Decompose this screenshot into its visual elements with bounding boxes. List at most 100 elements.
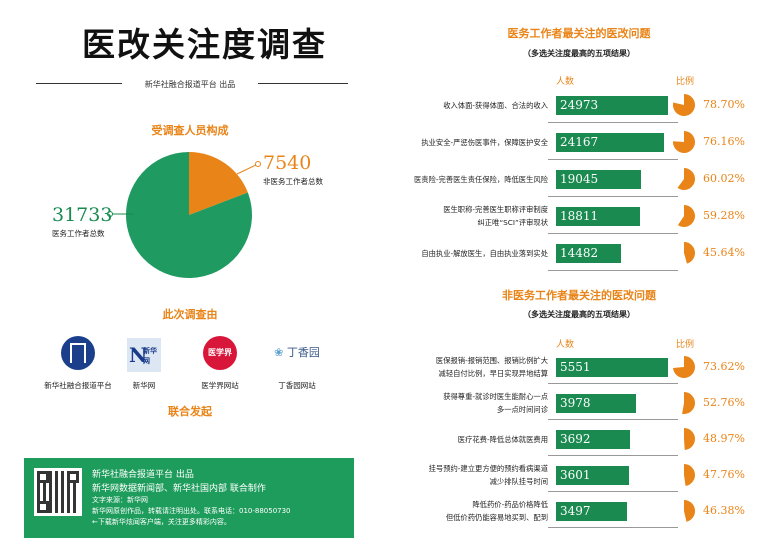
nonmedical-row-separator: [548, 527, 678, 528]
nonmedical-row-label-line: 挂号预约-建立更方便的预约看病渠道: [428, 464, 548, 473]
medical-percent-label: 78.70%: [703, 98, 745, 111]
logo-label: 丁香园网站: [278, 381, 316, 390]
nonmedical-percent-pie: [684, 428, 695, 450]
medical-row-label-line: 医责险-完善医生责任保险，降低医生风险: [414, 175, 548, 184]
logo-yixuejie[interactable]: 医学界 医学界网站: [190, 336, 250, 391]
dingxiangyuan-logo-mark: ❀: [274, 346, 284, 359]
nonmedical-bar: 3601: [556, 466, 629, 485]
dingxiangyuan-logo-text: 丁香园: [286, 346, 320, 359]
qr-finder-tr: [67, 471, 79, 483]
nonmedical-row-label: 医保报销-报销范围、报销比例扩大 减轻自付比例，早日实现异地结算: [390, 354, 548, 380]
dingxiangyuan-logo-icon: ❀ 丁香园: [265, 336, 329, 370]
nonmedical-row-separator: [548, 455, 678, 456]
yixuejie-logo-icon: 医学界: [203, 336, 237, 370]
nonmedical-bar: 3497: [556, 502, 627, 521]
nonmedical-row-label-line: 减轻自付比例，早日实现异地结算: [438, 369, 548, 378]
nonmedical-percent-pie-slice: [682, 392, 695, 414]
xinhuanet-logo-n: N: [129, 343, 148, 367]
logo-dingxiangyuan[interactable]: ❀ 丁香园 丁香园网站: [262, 336, 332, 391]
medical-row-label-line: 收入体面-获得体面、合法的收入: [443, 101, 548, 110]
pie-label-medical: 医务工作者总数: [52, 229, 105, 238]
medical-percent-pie: [673, 131, 695, 153]
footer-line-4: 新华网原创作品，转载请注明出处。联系电话：010-88050730: [92, 507, 291, 515]
logo-label: 新华社融合报道平台: [44, 381, 112, 390]
producer-line: 新华社融合报道平台 出品: [144, 80, 236, 89]
medical-row-label: 执业安全-严惩伤医事件，保障医护安全: [390, 136, 548, 149]
joint-label: 联合发起: [168, 405, 212, 418]
nonmedical-row-separator: [548, 383, 678, 384]
nonmedical-percent-label: 47.76%: [703, 468, 745, 481]
nonmedical-row-separator: [548, 491, 678, 492]
medical-percent-label: 59.28%: [703, 209, 745, 222]
medical-row-label: 自由执业-解放医生，自由执业落到实处: [390, 247, 548, 260]
medical-percent-pie: [684, 242, 695, 264]
medical-bar: 14482: [556, 244, 621, 263]
medical-row-separator: [548, 233, 678, 234]
medical-percent-pie-slice: [684, 242, 695, 264]
medical-row-label: 医责险-完善医生责任保险，降低医生风险: [390, 173, 548, 186]
logo-xinhuanet[interactable]: N 新华网 新华网: [118, 338, 170, 391]
qr-code-pattern: [37, 471, 79, 513]
medical-bar: 18811: [556, 207, 640, 226]
nonmedical-ratio-header: 比例: [676, 340, 695, 350]
medical-ratio-header: 比例: [676, 77, 695, 87]
medical-row-label-line: 医生职称-完善医生职称评审制度: [443, 205, 548, 214]
qr-finder-bl: [37, 501, 49, 513]
nonmedical-row-label-line: 医疗花费-降低总体就医费用: [457, 435, 548, 444]
title-rule-right: [258, 83, 348, 84]
yixuejie-logo-text: 医学界: [208, 348, 232, 357]
nonmedical-percent-label: 48.97%: [703, 432, 745, 445]
pie-slice-nonmedical: [189, 152, 248, 215]
nonmedical-row-separator: [548, 419, 678, 420]
nonmedical-percent-label: 46.38%: [703, 504, 745, 517]
medical-percent-pie-slice: [673, 94, 695, 116]
medical-row-label: 医生职称-完善医生职称评审制度纠正唯“SCI”评审现状: [390, 203, 548, 229]
xinhuanet-logo-icon: N 新华网: [127, 338, 161, 372]
medical-percent-pie-slice: [673, 131, 695, 153]
logo-label: 新华网: [132, 381, 156, 390]
nonmedical-percent-label: 73.62%: [703, 360, 745, 373]
nonmedical-row-label-line: 但低价药仍能容易地买到、配到: [445, 513, 548, 522]
medical-percent-label: 45.64%: [703, 246, 745, 259]
nonmedical-percent-pie: [682, 392, 695, 414]
nonmedical-percent-pie: [684, 464, 695, 486]
medical-percent-pie: [677, 168, 695, 190]
footer-line-2: 新华网数据新闻部、新华社国内部 联合制作: [92, 484, 266, 494]
nonmedical-percent-pie: [673, 356, 695, 378]
medical-percent-label: 60.02%: [703, 172, 745, 185]
callout-dot-medical: [107, 211, 113, 217]
logo-xinhua-platform[interactable]: 新华社融合报道平台: [44, 336, 112, 391]
medical-row-label: 收入体面-获得体面、合法的收入: [390, 99, 548, 112]
nonmedical-row-label-line: 获得尊重-就诊时医生能耐心一点: [443, 392, 548, 401]
medical-row-separator: [548, 122, 678, 123]
surveyed-by-title: 此次调查由: [162, 308, 218, 321]
nonmedical-chart-title: 非医务工作者最关注的医改问题: [502, 289, 656, 302]
qr-code-icon[interactable]: [34, 468, 82, 516]
footer-line-5: ←下载新华炫闻客户端，关注更多精彩内容。: [92, 518, 231, 526]
medical-row-label-line: 自由执业-解放医生，自由执业落到实处: [421, 249, 548, 258]
nonmedical-percent-pie-slice: [684, 428, 695, 450]
nonmedical-row-label-line: 减少排队挂号时间: [489, 477, 548, 486]
nonmedical-percent-pie-slice: [684, 464, 695, 486]
xinhuanet-logo-text: 新华网: [143, 347, 157, 365]
nonmedical-row-label-line: 降低药价-药品价格降低: [472, 500, 548, 509]
title-rule-left: [36, 83, 122, 84]
medical-chart-subtitle: （多选关注度最高的五项结果）: [523, 49, 635, 58]
xinhua-platform-logo-icon: [61, 336, 95, 370]
medical-row-label-line: 纠正唯“SCI”评审现状: [477, 218, 548, 227]
xinhua-platform-logo-mark: [70, 343, 86, 363]
pie-slice-medical: [126, 152, 252, 278]
callout-dot-nonmedical: [255, 161, 261, 167]
medical-bar: 24973: [556, 96, 668, 115]
footer-credits: 新华社融合报道平台 出品 新华网数据新闻部、新华社国内部 联合制作 文字来源：新…: [24, 458, 354, 538]
page-title: 医改关注度调查: [82, 25, 327, 64]
nonmedical-percent-pie-slice: [684, 500, 695, 522]
medical-percent-label: 76.16%: [703, 135, 745, 148]
footer-line-1: 新华社融合报道平台 出品: [92, 470, 194, 480]
nonmedical-row-label-line: 医保报销-报销范围、报销比例扩大: [435, 356, 548, 365]
medical-row-separator: [548, 270, 678, 271]
medical-count-header: 人数: [556, 77, 575, 87]
pie-value-medical: 31733: [52, 204, 113, 226]
nonmedical-chart-subtitle: （多选关注度最高的五项结果）: [523, 310, 635, 319]
medical-percent-pie-slice: [677, 168, 695, 190]
